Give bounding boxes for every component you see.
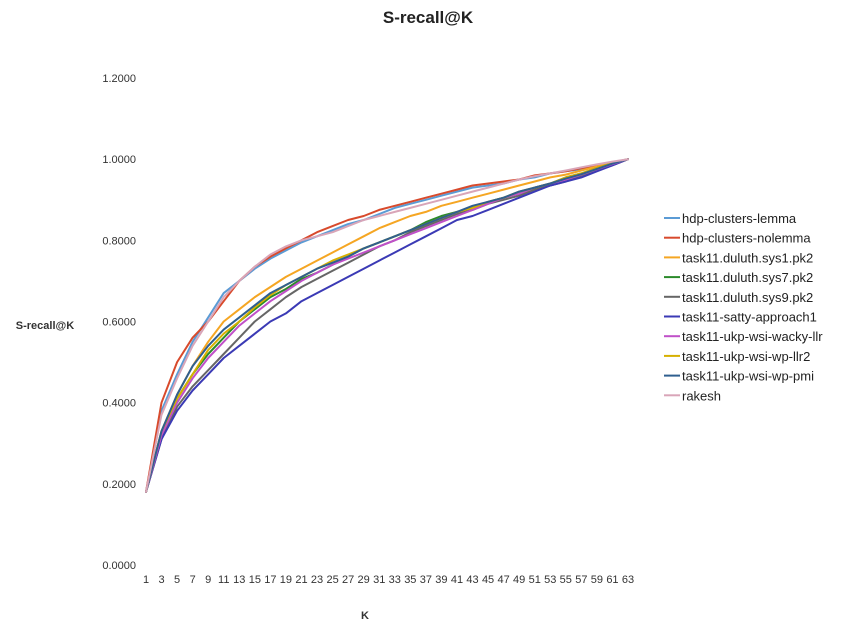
y-tick-label: 0.4000	[102, 398, 136, 410]
legend-label: task11-ukp-wsi-wacky-llr	[682, 329, 823, 344]
legend-label: task11.duluth.sys9.pk2	[682, 290, 813, 305]
y-tick-label: 0.6000	[102, 317, 136, 329]
x-tick-label: 49	[513, 574, 525, 586]
chart-title: S-recall@K	[383, 8, 474, 27]
series-line-10	[145, 158, 629, 493]
legend-label: hdp-clusters-lemma	[682, 211, 797, 226]
legend-label: task11-ukp-wsi-wp-llr2	[682, 349, 810, 364]
legend-label: task11-ukp-wsi-wp-pmi	[682, 369, 814, 384]
x-tick-label: 29	[358, 574, 370, 586]
legend-label: rakesh	[682, 388, 721, 403]
x-tick-label: 7	[190, 574, 196, 586]
y-tick-label: 0.2000	[102, 479, 136, 491]
x-tick-label: 63	[622, 574, 634, 586]
x-tick-label: 5	[174, 574, 180, 586]
y-axis-title: S-recall@K	[16, 320, 74, 332]
series-line-1	[145, 158, 629, 493]
x-tick-label: 37	[420, 574, 432, 586]
x-tick-label: 45	[482, 574, 494, 586]
legend: hdp-clusters-lemma hdp-clusters-nolemma ta…	[664, 211, 823, 403]
y-axis-ticks: 0.0000 0.2000 0.4000 0.6000 0.8000 1.0000 1.20…	[102, 73, 136, 572]
x-tick-label: 55	[560, 574, 572, 586]
plot-area	[145, 158, 629, 493]
x-tick-label: 57	[575, 574, 587, 586]
series-line-6	[145, 158, 629, 493]
x-tick-label: 53	[544, 574, 556, 586]
x-tick-label: 27	[342, 574, 354, 586]
x-tick-label: 25	[326, 574, 338, 586]
y-tick-label: 1.2000	[102, 73, 136, 85]
series-line-3	[145, 158, 629, 493]
x-tick-label: 19	[280, 574, 292, 586]
x-tick-label: 31	[373, 574, 385, 586]
x-tick-label: 11	[218, 574, 229, 586]
x-tick-label: 51	[529, 574, 541, 586]
legend-label: task11.duluth.sys7.pk2	[682, 270, 813, 285]
series-line-2	[145, 158, 629, 493]
legend-label: hdp-clusters-nolemma	[682, 231, 811, 246]
x-tick-label: 39	[435, 574, 447, 586]
y-tick-label: 0.0000	[102, 560, 136, 572]
x-axis-ticks: 1 3 5 7 9 11 13 15 17 19 21 23 25 27 29 31 33 35 37 39 41 43 4…	[143, 574, 634, 586]
x-tick-label: 47	[497, 574, 509, 586]
x-tick-label: 9	[205, 574, 211, 586]
series-line-9	[145, 158, 629, 493]
y-tick-label: 0.8000	[102, 235, 136, 247]
y-tick-label: 1.0000	[102, 154, 136, 166]
x-tick-label: 35	[404, 574, 416, 586]
x-tick-label: 43	[466, 574, 478, 586]
legend-label: task11-satty-approach1	[682, 310, 817, 325]
x-tick-label: 41	[451, 574, 463, 586]
x-tick-label: 17	[264, 574, 276, 586]
series-line-8	[145, 158, 629, 493]
series-line-4	[145, 158, 629, 493]
x-tick-label: 59	[591, 574, 603, 586]
x-tick-label: 61	[606, 574, 618, 586]
series-line-7	[145, 158, 629, 493]
x-tick-label: 13	[233, 574, 245, 586]
x-tick-label: 1	[143, 574, 149, 586]
x-tick-label: 21	[295, 574, 307, 586]
x-tick-label: 15	[249, 574, 261, 586]
legend-label: task11.duluth.sys1.pk2	[682, 250, 813, 265]
x-tick-label: 23	[311, 574, 323, 586]
x-axis-title: K	[361, 610, 369, 622]
x-tick-label: 3	[158, 574, 164, 586]
x-tick-label: 33	[389, 574, 401, 586]
series-line-5	[145, 158, 629, 493]
